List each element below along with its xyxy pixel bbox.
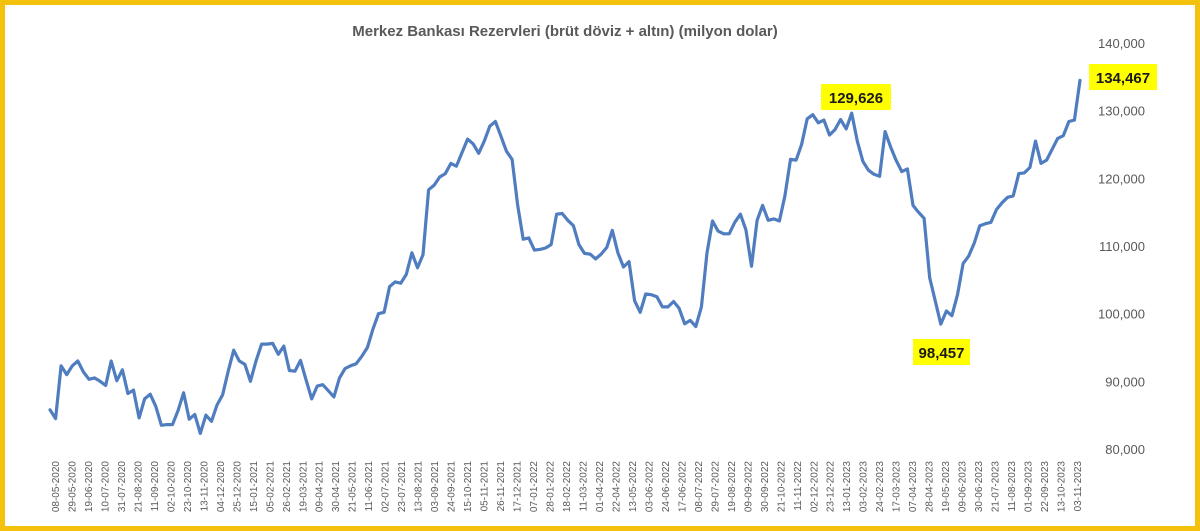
x-tick-label: 10-07-2020 <box>100 461 111 513</box>
x-tick-label: 24-06-2022 <box>661 461 672 513</box>
y-tick-label: 130,000 <box>1098 104 1145 119</box>
chart-title: Merkez Bankası Rezervleri (brüt döviz + … <box>352 23 778 40</box>
x-tick-label: 13-01-2023 <box>842 461 853 513</box>
x-tick-label: 29-05-2020 <box>67 461 78 513</box>
x-tick-label: 24-02-2023 <box>875 461 886 513</box>
series-line <box>48 78 1082 435</box>
x-tick-label: 09-06-2023 <box>958 461 969 513</box>
x-tick-label: 23-10-2020 <box>183 461 194 513</box>
x-tick-label: 13-08-2021 <box>414 461 425 513</box>
line-chart: 80,000 90,000 100,000 110,000 120,000 130,000… <box>48 36 1157 513</box>
x-tick-label: 05-11-2021 <box>480 461 491 512</box>
x-tick-label: 11-11-2022 <box>793 461 804 511</box>
x-tick-label: 05-02-2021 <box>265 461 276 513</box>
x-tick-label: 13-10-2023 <box>1057 461 1068 513</box>
x-tick-label: 08-07-2022 <box>694 461 705 513</box>
x-tick-label: 22-04-2022 <box>611 461 622 513</box>
x-tick-label: 30-09-2022 <box>760 461 771 513</box>
y-tick-label: 120,000 <box>1098 171 1145 186</box>
x-tick-label: 09-04-2021 <box>315 461 326 513</box>
x-tick-label: 23-12-2022 <box>826 461 837 513</box>
y-tick-label: 100,000 <box>1098 307 1145 322</box>
y-tick-label: 110,000 <box>1099 239 1145 254</box>
x-tick-label: 13-11-2020 <box>199 461 210 512</box>
x-tick-label: 02-07-2021 <box>381 461 392 513</box>
x-tick-label: 13-05-2022 <box>628 461 639 513</box>
x-tick-label: 21-10-2022 <box>776 461 787 513</box>
x-tick-label: 26-11-2021 <box>496 461 507 512</box>
x-tick-label: 03-02-2023 <box>859 461 870 513</box>
x-tick-label: 19-06-2020 <box>84 461 95 513</box>
x-tick-label: 21-05-2021 <box>348 461 359 513</box>
annotation-label: 134,467 <box>1096 70 1150 87</box>
x-tick-label: 19-03-2021 <box>298 461 309 513</box>
x-tick-label: 11-08-2023 <box>1007 461 1018 512</box>
x-tick-label: 31-07-2020 <box>117 461 128 513</box>
x-tick-label: 07-04-2023 <box>908 461 919 513</box>
x-tick-label: 02-10-2020 <box>166 461 177 513</box>
x-tick-label: 24-09-2021 <box>447 461 458 513</box>
x-tick-label: 19-08-2022 <box>727 461 738 513</box>
x-tick-label: 22-09-2023 <box>1040 461 1051 513</box>
annotation-highlight <box>821 84 891 110</box>
annotation-label: 98,457 <box>919 345 965 362</box>
x-tick-label: 03-11-2023 <box>1073 461 1084 512</box>
x-tick-label: 01-04-2022 <box>595 461 606 513</box>
x-tick-label: 11-03-2022 <box>578 461 589 512</box>
x-tick-label: 01-09-2023 <box>1024 461 1035 513</box>
x-tick-label: 29-07-2022 <box>710 461 721 513</box>
annotation-highlight <box>1089 64 1157 90</box>
x-tick-label: 28-04-2023 <box>925 461 936 513</box>
y-tick-label: 140,000 <box>1098 36 1145 51</box>
x-tick-label: 08-05-2020 <box>51 461 62 513</box>
x-tick-label: 26-02-2021 <box>282 461 293 513</box>
annotation-label: 129,626 <box>829 90 883 107</box>
x-tick-label: 18-02-2022 <box>562 461 573 513</box>
y-tick-label: 90,000 <box>1105 374 1145 389</box>
x-tick-label: 30-04-2021 <box>331 461 342 513</box>
x-tick-label: 03-09-2021 <box>430 461 441 513</box>
annotation-highlight <box>913 339 970 365</box>
x-tick-label: 21-08-2020 <box>133 461 144 513</box>
x-tick-label: 11-09-2020 <box>150 461 161 512</box>
x-tick-label: 23-07-2021 <box>397 461 408 513</box>
x-tick-label: 02-12-2022 <box>809 461 820 513</box>
x-tick-label: 09-09-2022 <box>743 461 754 513</box>
x-tick-label: 17-12-2021 <box>513 461 524 513</box>
x-tick-label: 25-12-2020 <box>232 461 243 513</box>
x-tick-label: 30-06-2023 <box>974 461 985 513</box>
x-tick-label: 03-06-2022 <box>644 461 655 513</box>
y-tick-label: 80,000 <box>1105 442 1145 457</box>
x-tick-label: 15-01-2021 <box>249 461 260 513</box>
x-tick-label: 17-03-2023 <box>892 461 903 513</box>
x-tick-label: 21-07-2023 <box>991 461 1002 513</box>
x-tick-label: 17-06-2022 <box>677 461 688 513</box>
x-tick-label: 04-12-2020 <box>216 461 227 513</box>
x-tick-label: 11-06-2021 <box>364 461 375 512</box>
x-tick-label: 15-10-2021 <box>463 461 474 513</box>
x-tick-label: 07-01-2022 <box>529 461 540 513</box>
x-tick-label: 19-05-2023 <box>941 461 952 513</box>
x-tick-label: 28-01-2022 <box>546 461 557 513</box>
